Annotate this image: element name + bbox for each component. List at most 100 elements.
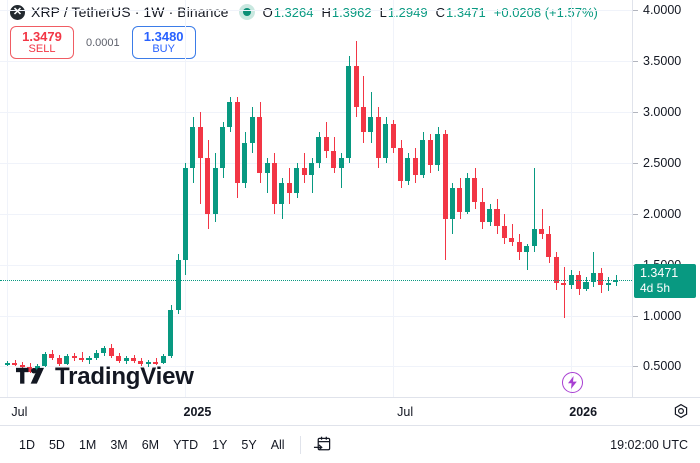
- lightning-bolt-icon[interactable]: [562, 372, 583, 393]
- candle-body: [301, 167, 307, 176]
- candle-body: [472, 178, 478, 202]
- buy-button[interactable]: 1.3480 BUY: [131, 26, 196, 59]
- market-status-icon[interactable]: [238, 4, 255, 20]
- chart-legend: ✕ XRP / TetherUS · 1W · Binance O 1.3264…: [10, 2, 598, 22]
- legend-separator-2: ·: [168, 4, 174, 20]
- candle-body: [442, 134, 448, 219]
- gridline-horizontal: [0, 10, 632, 12]
- candle-body: [457, 188, 463, 212]
- candle-body: [4, 363, 10, 365]
- candle-body: [56, 358, 62, 365]
- price-axis-label: 0.5000: [643, 359, 682, 374]
- candle-body: [19, 365, 25, 368]
- price-axis-tick: [633, 162, 638, 164]
- candle-body: [108, 348, 114, 357]
- toolbar-divider: [299, 435, 301, 454]
- candle-body: [286, 183, 292, 194]
- candle-body: [598, 272, 604, 285]
- candle-body: [449, 188, 455, 219]
- candle-body: [516, 242, 522, 253]
- range-button-1y[interactable]: 1Y: [212, 437, 228, 452]
- chart-settings-icon[interactable]: [672, 403, 690, 426]
- candle-body: [561, 282, 567, 286]
- candle-body: [538, 229, 544, 235]
- range-button-5d[interactable]: 5D: [48, 437, 65, 452]
- candle-body: [249, 117, 255, 143]
- ohlc-close-key: C: [435, 4, 445, 20]
- candle-wick: [312, 157, 313, 194]
- candle-body: [264, 162, 270, 174]
- sell-price: 1.3479: [22, 28, 62, 44]
- candle-body: [212, 167, 218, 214]
- candle-body: [613, 280, 619, 283]
- candle-wick: [527, 244, 528, 270]
- candle-body: [64, 356, 70, 365]
- candle-body: [479, 201, 485, 222]
- candle-body: [368, 117, 374, 133]
- time-axis-label: 2025: [183, 405, 212, 419]
- price-axis-tick: [633, 213, 638, 215]
- candle-body: [205, 157, 211, 214]
- candle-body: [590, 272, 596, 282]
- range-button-ytd[interactable]: YTD: [173, 437, 199, 452]
- candle-body: [101, 348, 107, 354]
- candle-body: [524, 246, 530, 253]
- time-axis[interactable]: Jul 2025 Jul 2026: [0, 397, 700, 425]
- candle-wick: [534, 167, 535, 253]
- price-axis-tick: [633, 10, 638, 12]
- candle-body: [197, 127, 203, 158]
- range-button-1d[interactable]: 1D: [19, 437, 35, 452]
- candle-body: [271, 162, 277, 204]
- candle-body: [568, 274, 574, 286]
- candle-body: [130, 358, 137, 362]
- candle-body: [383, 124, 389, 158]
- candle-body: [27, 367, 33, 372]
- candle-body: [360, 106, 366, 133]
- gridline-horizontal: [0, 213, 632, 215]
- range-button-3m[interactable]: 3M: [110, 437, 128, 452]
- candle-body: [487, 208, 493, 222]
- candle-wick: [542, 208, 543, 240]
- current-price-tag[interactable]: 1.3471 4d 5h: [634, 264, 696, 299]
- candle-wick: [89, 356, 90, 365]
- candle-body: [583, 281, 589, 290]
- candle-body: [509, 238, 515, 243]
- ohlc-high-value: 1.3962: [331, 4, 372, 20]
- candle-body: [546, 234, 552, 257]
- candle-wick: [341, 152, 342, 189]
- bar-countdown: 4d 5h: [640, 280, 671, 295]
- price-axis-label: 1.0000: [643, 308, 682, 323]
- candle-body: [79, 358, 85, 361]
- sell-button[interactable]: 1.3479 SELL: [10, 26, 74, 59]
- gridline-horizontal: [0, 366, 632, 368]
- candle-body: [168, 310, 174, 357]
- exchange-label[interactable]: Binance: [177, 4, 229, 20]
- gridline-horizontal: [0, 315, 632, 317]
- range-button-6m[interactable]: 6M: [141, 437, 160, 452]
- symbol-name[interactable]: XRP / TetherUS: [31, 4, 131, 20]
- candle-body: [494, 208, 500, 226]
- price-axis[interactable]: 4.00003.50003.00002.50002.00001.50001.00…: [632, 0, 700, 397]
- chart-pane[interactable]: TradingView: [0, 0, 632, 397]
- range-button-all[interactable]: All: [270, 437, 285, 452]
- range-button-1m[interactable]: 1M: [78, 437, 97, 452]
- candle-wick: [15, 360, 16, 367]
- candle-wick: [200, 111, 201, 204]
- current-price-value: 1.3471: [640, 266, 679, 281]
- interval-label[interactable]: 1W: [143, 4, 165, 20]
- sell-label: SELL: [28, 42, 56, 55]
- candle-wick: [156, 358, 157, 366]
- candle-body: [160, 356, 166, 364]
- candle-body: [398, 147, 404, 182]
- go-to-date-icon[interactable]: [309, 432, 336, 457]
- candle-body: [71, 356, 77, 359]
- candle-wick: [593, 252, 594, 288]
- candle-body: [323, 137, 329, 151]
- price-axis-label: 4.0000: [643, 3, 682, 18]
- candle-body: [412, 157, 418, 176]
- candle-body: [405, 157, 411, 182]
- candle-body: [331, 150, 337, 168]
- ohlc-high-key: H: [321, 4, 331, 20]
- candle-body: [145, 362, 151, 365]
- range-button-5y[interactable]: 5Y: [241, 437, 257, 452]
